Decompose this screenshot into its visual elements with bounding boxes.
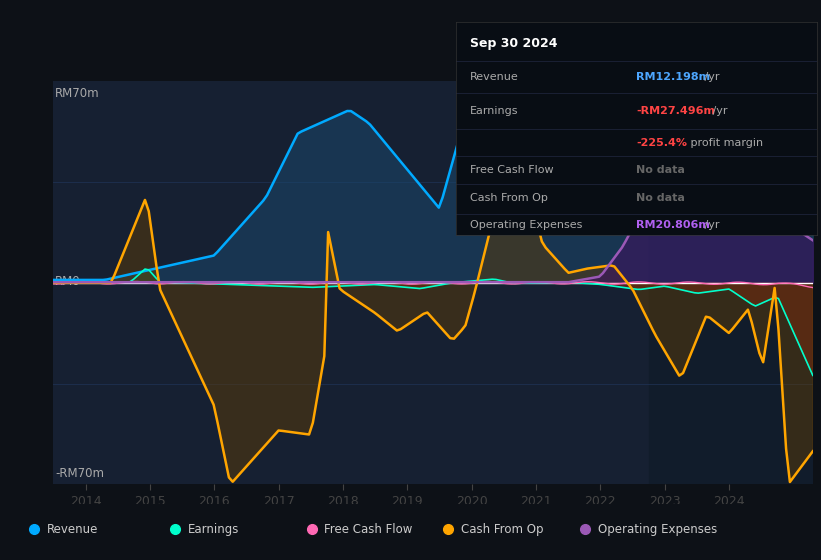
Text: /yr: /yr bbox=[701, 72, 720, 82]
Text: -225.4%: -225.4% bbox=[636, 138, 687, 148]
Text: Sep 30 2024: Sep 30 2024 bbox=[470, 38, 557, 50]
Text: -RM27.496m: -RM27.496m bbox=[636, 106, 715, 116]
Bar bbox=[649, 81, 816, 484]
Text: Revenue: Revenue bbox=[470, 72, 519, 82]
Text: Cash From Op: Cash From Op bbox=[461, 522, 544, 536]
Text: No data: No data bbox=[636, 165, 686, 175]
Text: Cash From Op: Cash From Op bbox=[470, 193, 548, 203]
Text: Earnings: Earnings bbox=[470, 106, 519, 116]
Text: Earnings: Earnings bbox=[188, 522, 239, 536]
Text: profit margin: profit margin bbox=[687, 138, 763, 148]
Text: Operating Expenses: Operating Expenses bbox=[598, 522, 718, 536]
Text: /yr: /yr bbox=[709, 106, 727, 116]
Text: Free Cash Flow: Free Cash Flow bbox=[324, 522, 413, 536]
Text: No data: No data bbox=[636, 193, 686, 203]
Text: /yr: /yr bbox=[701, 220, 720, 230]
Text: Free Cash Flow: Free Cash Flow bbox=[470, 165, 553, 175]
Text: Revenue: Revenue bbox=[47, 522, 99, 536]
Text: -RM70m: -RM70m bbox=[55, 468, 104, 480]
Text: Operating Expenses: Operating Expenses bbox=[470, 220, 582, 230]
Text: RM0: RM0 bbox=[55, 276, 80, 288]
Text: RM70m: RM70m bbox=[55, 87, 99, 100]
Text: RM12.198m: RM12.198m bbox=[636, 72, 710, 82]
Text: RM20.806m: RM20.806m bbox=[636, 220, 710, 230]
